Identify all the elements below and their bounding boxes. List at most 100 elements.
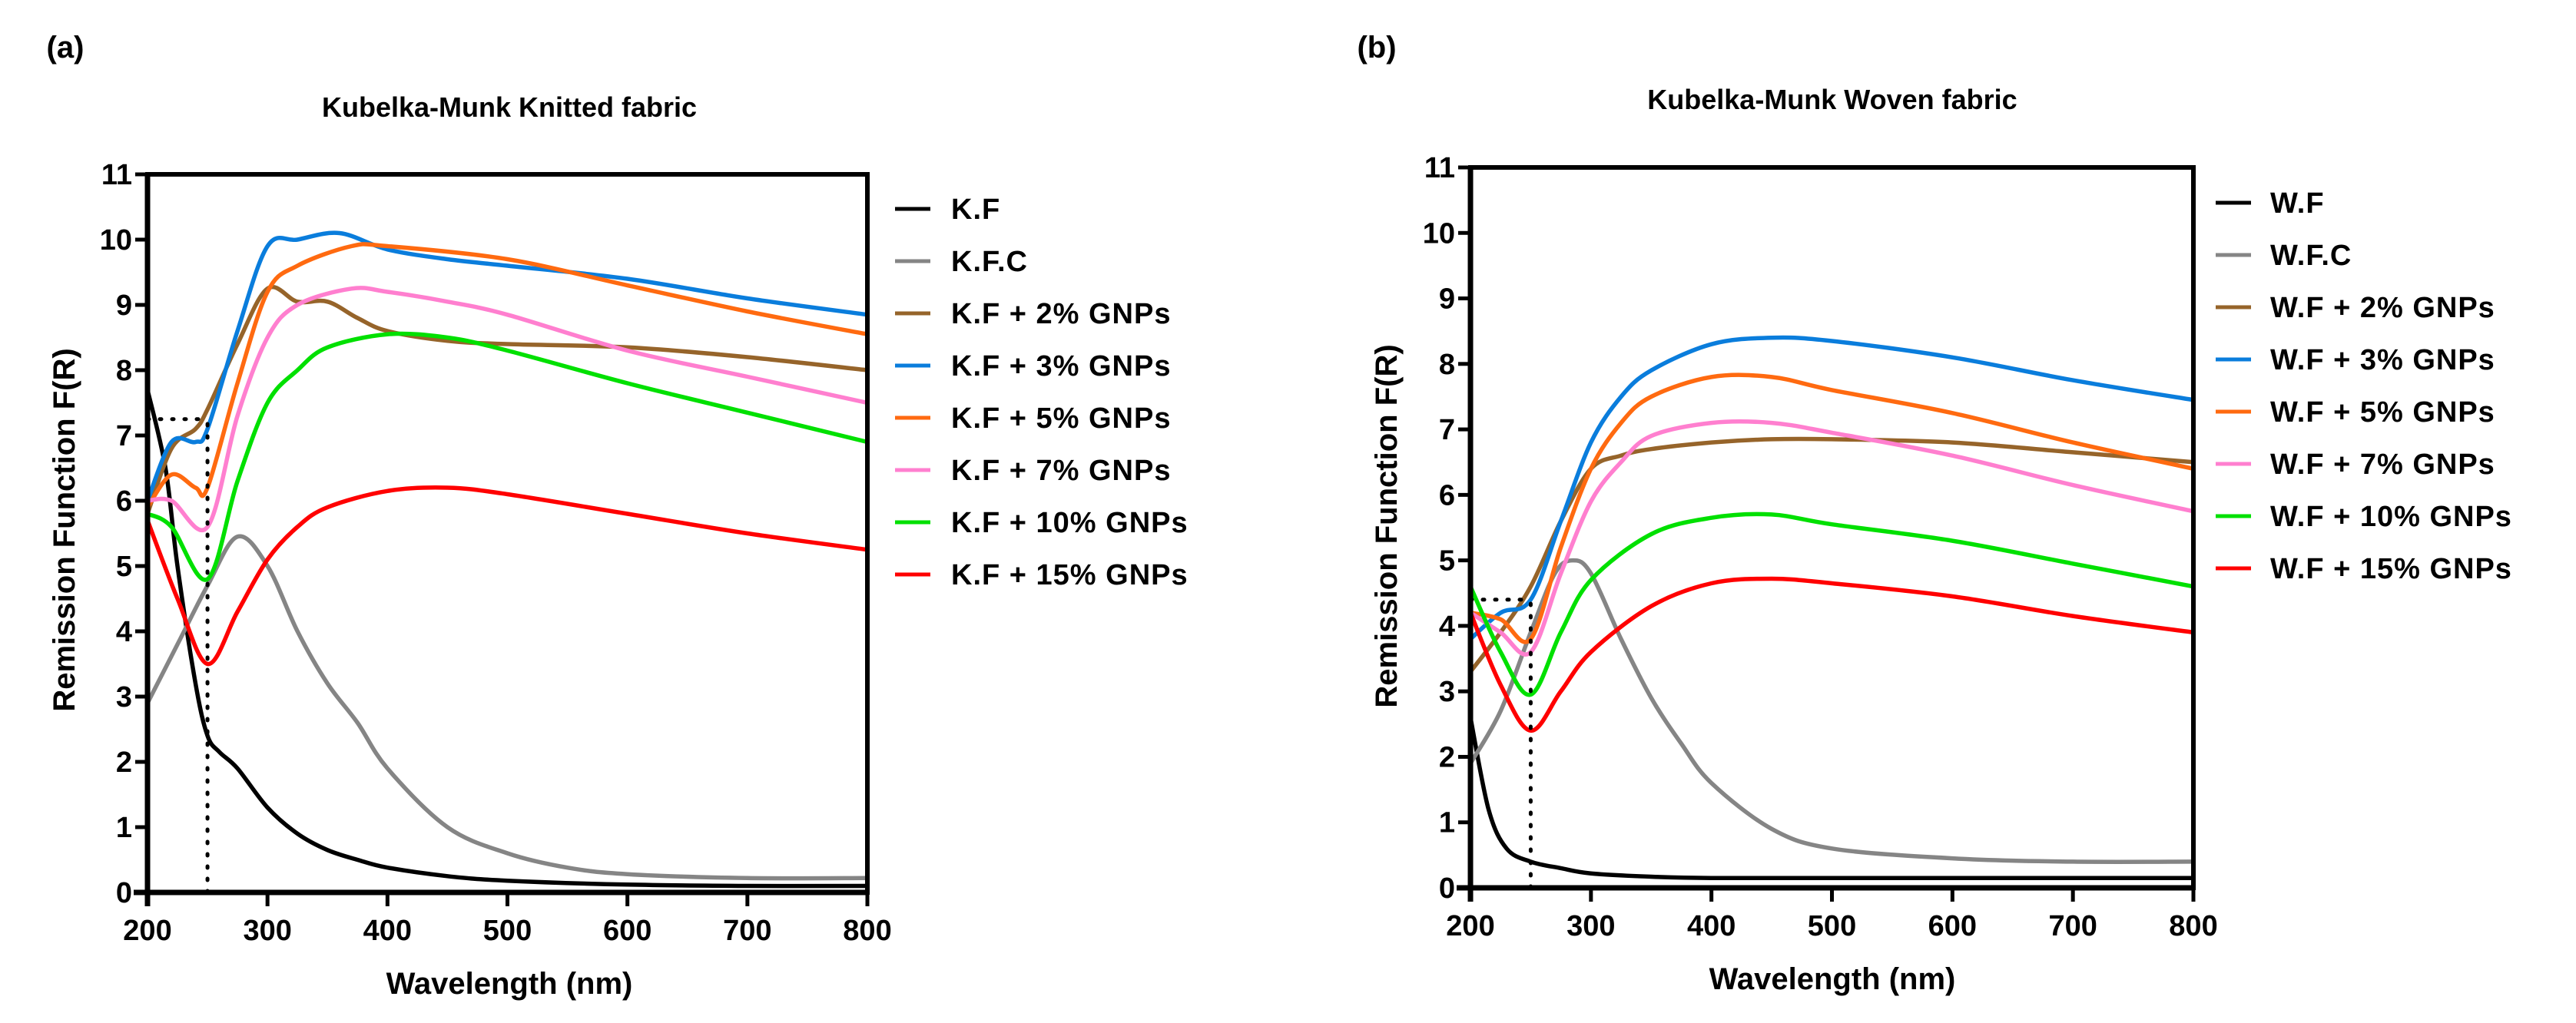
legend: K.F K.F.C K.F + 2% GNPs K.F + 3% GNPs K.F + … (895, 194, 1189, 591)
x-tick-label: 300 (243, 915, 291, 947)
legend-item: W.F + 10% GNPs (2216, 501, 2512, 533)
y-tick-label: 3 (116, 681, 132, 713)
legend-item: W.F + 5% GNPs (2216, 396, 2495, 429)
y-tick-label: 9 (1439, 283, 1455, 316)
legend-item: K.F.C (895, 246, 1028, 278)
y-tick-label: 11 (101, 159, 132, 191)
series-line-w-f-2-gnps (1468, 436, 2194, 674)
legend-item: W.F + 7% GNPs (2216, 449, 2495, 481)
y-tick-label: 8 (116, 355, 132, 387)
legend-item: K.F + 10% GNPs (895, 507, 1189, 539)
legend-item: W.F + 2% GNPs (2216, 292, 2495, 324)
legend-item: K.F + 15% GNPs (895, 559, 1189, 591)
legend-item: K.F + 5% GNPs (895, 402, 1171, 435)
legend-item: W.F + 3% GNPs (2216, 344, 2495, 376)
legend-label: K.F + 10% GNPs (951, 507, 1189, 539)
legend-label: K.F + 3% GNPs (951, 350, 1171, 382)
chart-knitted-fabric: (a) Kubelka-Munk Knitted fabric Waveleng… (47, 31, 1189, 1001)
legend-label: K.F + 15% GNPs (951, 559, 1189, 591)
y-tick-label: 1 (116, 812, 132, 844)
y-tick-label: 10 (100, 224, 132, 257)
y-tick-label: 8 (1439, 349, 1455, 381)
legend-label: K.F + 7% GNPs (951, 455, 1171, 487)
x-tick-label: 600 (603, 915, 651, 947)
series-line-w-f-3-gnps (1469, 335, 2194, 641)
series-line-k-f-7-gnps (147, 286, 868, 532)
y-tick-label: 6 (1439, 479, 1455, 512)
y-tick-label: 0 (116, 877, 132, 909)
panel-label: (b) (1357, 31, 1396, 65)
y-axis-label: Remission Function F(R) (48, 348, 81, 711)
x-tick-label: 400 (363, 915, 412, 947)
legend-item: K.F (895, 194, 1000, 226)
series-line-k-f-3-gnps (145, 230, 868, 502)
legend-item: W.F (2216, 187, 2325, 220)
y-tick-label: 1 (1439, 807, 1455, 839)
legend-label: K.F + 5% GNPs (951, 402, 1171, 435)
legend-label: K.F + 2% GNPs (951, 298, 1171, 330)
x-tick-label: 800 (2169, 910, 2217, 942)
x-tick-label: 200 (1446, 910, 1494, 942)
y-tick-label: 2 (1439, 741, 1455, 773)
x-axis-label: Wavelength (nm) (1709, 962, 1956, 996)
x-tick-label: 500 (1808, 910, 1856, 942)
series-line-w-f-5-gnps (1470, 372, 2194, 644)
x-tick-label: 600 (1928, 910, 1977, 942)
series-line-k-f-2-gnps (145, 284, 868, 515)
legend-item: K.F + 3% GNPs (895, 350, 1171, 382)
x-tick-label: 700 (723, 915, 771, 947)
y-tick-label: 6 (116, 485, 132, 518)
legend-label: W.F + 5% GNPs (2270, 396, 2495, 429)
legend-item: K.F + 7% GNPs (895, 455, 1171, 487)
y-tick-label: 5 (1439, 545, 1455, 578)
series-line-k-f-5-gnps (145, 242, 868, 509)
x-tick-label: 400 (1687, 910, 1736, 942)
legend: W.F W.F.C W.F + 2% GNPs W.F + 3% GNPs W.F + … (2216, 187, 2512, 585)
y-tick-label: 0 (1439, 872, 1455, 905)
y-tick-label: 9 (116, 290, 132, 322)
chart-title: Kubelka-Munk Knitted fabric (322, 91, 697, 123)
y-tick-label: 2 (116, 747, 132, 779)
legend-label: W.F.C (2270, 240, 2352, 272)
legend-label: K.F.C (951, 246, 1028, 278)
legend-label: W.F + 7% GNPs (2270, 449, 2495, 481)
legend-item: W.F + 15% GNPs (2216, 553, 2512, 585)
x-tick-label: 300 (1566, 910, 1615, 942)
x-tick-label: 200 (123, 915, 171, 947)
legend-item: W.F.C (2216, 240, 2352, 272)
y-tick-label: 10 (1423, 217, 1455, 250)
chart-woven-fabric: (b) Kubelka-Munk Woven fabric Wavelength… (1357, 31, 2511, 996)
x-tick-label: 700 (2048, 910, 2097, 942)
x-tick-label: 800 (843, 915, 891, 947)
series-line-k-f-10-gnps (146, 331, 868, 582)
y-tick-label: 7 (116, 420, 132, 452)
series-line-w-f-10-gnps (1468, 512, 2194, 697)
y-tick-label: 4 (1439, 611, 1455, 643)
x-tick-label: 500 (483, 915, 532, 947)
y-tick-label: 4 (116, 616, 132, 648)
y-tick-label: 5 (116, 551, 132, 583)
series-line-w-f (1468, 717, 2193, 881)
y-tick-label: 7 (1439, 414, 1455, 446)
legend-item: K.F + 2% GNPs (895, 298, 1171, 330)
legend-label: W.F + 2% GNPs (2270, 292, 2495, 324)
legend-label: W.F + 3% GNPs (2270, 344, 2495, 376)
series-group (1468, 335, 2194, 881)
y-tick-label: 11 (1424, 152, 1455, 184)
legend-label: W.F (2270, 187, 2325, 220)
chart-title: Kubelka-Munk Woven fabric (1647, 84, 2017, 115)
series-line-w-f-15-gnps (1468, 576, 2194, 733)
legend-label: W.F + 10% GNPs (2270, 501, 2512, 533)
legend-label: K.F (951, 194, 1000, 226)
x-axis-label: Wavelength (nm) (386, 967, 633, 1001)
y-tick-label: 3 (1439, 676, 1455, 708)
panel-label: (a) (47, 31, 85, 65)
series-line-w-f-c (1468, 558, 2194, 864)
series-group (145, 230, 868, 889)
legend-label: W.F + 15% GNPs (2270, 553, 2512, 585)
series-line-k-f-15-gnps (145, 485, 868, 667)
y-axis-label: Remission Function F(R) (1370, 344, 1404, 707)
series-line-w-f-7-gnps (1469, 419, 2194, 657)
series-line-k-f-c (145, 534, 868, 881)
